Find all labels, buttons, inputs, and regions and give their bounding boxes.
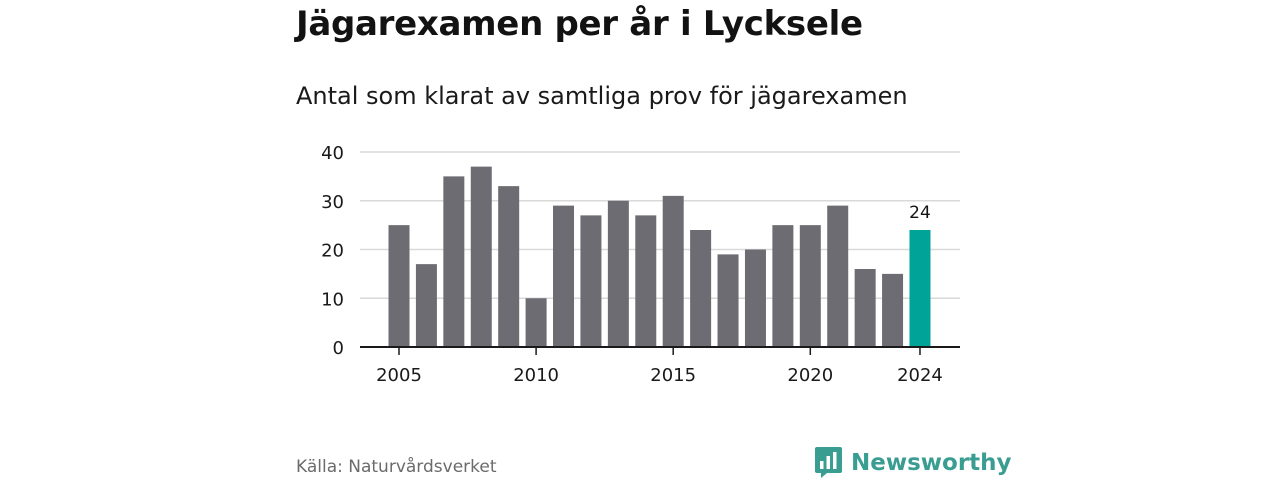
y-tick-label: 10 [321, 289, 344, 310]
y-tick-label: 0 [333, 338, 344, 359]
bar-2017 [717, 254, 739, 347]
source-note: Källa: Naturvårdsverket [296, 457, 497, 477]
chart-title: Jägarexamen per år i Lycksele [296, 4, 863, 44]
bar-2018 [744, 249, 766, 347]
brand-name: Newsworthy [851, 449, 1012, 476]
x-tick-label: 2024 [897, 365, 943, 386]
bar-2009 [498, 186, 520, 347]
chart-subtitle: Antal som klarat av samtliga prov för jä… [296, 82, 908, 110]
x-tick-label: 2020 [787, 365, 833, 386]
bar-2008 [470, 166, 492, 347]
bar-2016 [690, 230, 712, 347]
bar-2006 [415, 264, 437, 347]
bar-2015 [662, 195, 684, 347]
x-tick-label: 2015 [650, 365, 696, 386]
newsworthy-logo-icon [815, 447, 842, 478]
newsworthy-brand[interactable]: Newsworthy [814, 446, 1012, 479]
y-tick-label: 40 [321, 143, 344, 164]
bar-2023 [882, 273, 904, 347]
bar-2013 [607, 200, 629, 347]
bar-2012 [580, 215, 602, 347]
bar-2019 [772, 225, 794, 347]
bar-2021 [827, 205, 849, 347]
x-tick-label: 2005 [376, 365, 422, 386]
data-label-2024: 24 [909, 203, 931, 223]
x-tick-label: 2010 [513, 365, 559, 386]
bar-2020 [799, 225, 821, 347]
y-tick-label: 20 [321, 241, 344, 262]
bar-2024 [909, 230, 931, 347]
bar-2022 [854, 269, 876, 347]
bar-2010 [525, 298, 547, 347]
y-tick-label: 30 [321, 192, 344, 213]
bar-2011 [553, 205, 575, 347]
bar-2007 [443, 176, 465, 347]
bar-2014 [635, 215, 657, 347]
bar-2005 [388, 225, 410, 347]
